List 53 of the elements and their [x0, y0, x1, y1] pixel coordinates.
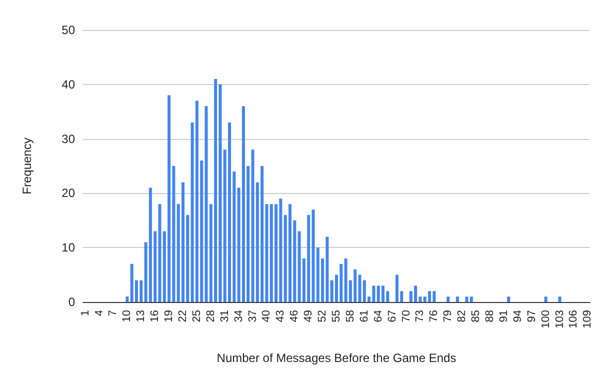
- x-tick-label: 61: [358, 310, 370, 322]
- y-tick-label: 10: [62, 240, 76, 255]
- bar: [456, 296, 459, 302]
- x-tick-label: 31: [218, 310, 231, 322]
- y-tick-label: 50: [62, 23, 76, 37]
- x-tick-label: 82: [456, 310, 468, 322]
- bar: [446, 296, 450, 302]
- x-tick-label: 103: [554, 310, 566, 328]
- y-tick-label: 30: [62, 132, 76, 146]
- x-tick-label: 91: [498, 310, 510, 322]
- bar: [470, 296, 473, 302]
- x-tick-label: 43: [274, 310, 287, 322]
- x-axis-title: Number of Messages Before the Game Ends: [216, 351, 456, 365]
- x-tick-label: 16: [149, 310, 162, 322]
- y-tick-label: 0: [68, 295, 76, 309]
- bar: [465, 296, 468, 302]
- bar: [507, 296, 510, 302]
- x-tick-label: 58: [344, 310, 356, 322]
- bar: [544, 296, 548, 302]
- x-tick-label: 1: [79, 310, 92, 316]
- x-tick-label: 25: [190, 310, 203, 322]
- bar: [558, 296, 562, 302]
- x-tick-label: 109: [582, 310, 594, 328]
- x-tick-label: 73: [414, 310, 426, 322]
- y-axis-title: Frequency: [20, 138, 34, 194]
- x-tick-label: 67: [386, 310, 398, 322]
- x-tick-label: 22: [177, 310, 190, 322]
- x-tick-label: 97: [526, 310, 538, 322]
- x-tick-label: 106: [568, 310, 580, 328]
- bar: [126, 296, 129, 302]
- x-tick-label: 94: [512, 310, 524, 322]
- x-tick-label: 85: [470, 310, 482, 322]
- y-tick-label: 40: [62, 77, 76, 92]
- x-tick-label: 88: [484, 310, 496, 322]
- x-tick-label: 37: [246, 310, 259, 322]
- x-tick-label: 40: [260, 310, 273, 322]
- x-tick-label: 19: [163, 310, 176, 322]
- x-tick-label: 64: [372, 310, 384, 322]
- x-tick-label: 13: [135, 310, 148, 322]
- x-tick-label: 10: [121, 310, 134, 322]
- x-tick-label: 7: [107, 310, 120, 316]
- x-tick-label: 49: [302, 310, 315, 322]
- y-tick-label: 20: [62, 186, 76, 200]
- x-tick-label: 46: [288, 310, 301, 322]
- x-tick-label: 76: [428, 310, 440, 322]
- x-tick-label: 34: [232, 310, 245, 322]
- x-tick-label: 79: [442, 310, 454, 322]
- x-tick-label: 52: [316, 310, 329, 322]
- x-tick-label: 55: [330, 310, 342, 322]
- x-tick-label: 28: [204, 310, 217, 322]
- x-tick-label: 4: [93, 310, 106, 316]
- x-tick-label: 70: [400, 310, 412, 322]
- x-tick-label: 100: [540, 310, 552, 328]
